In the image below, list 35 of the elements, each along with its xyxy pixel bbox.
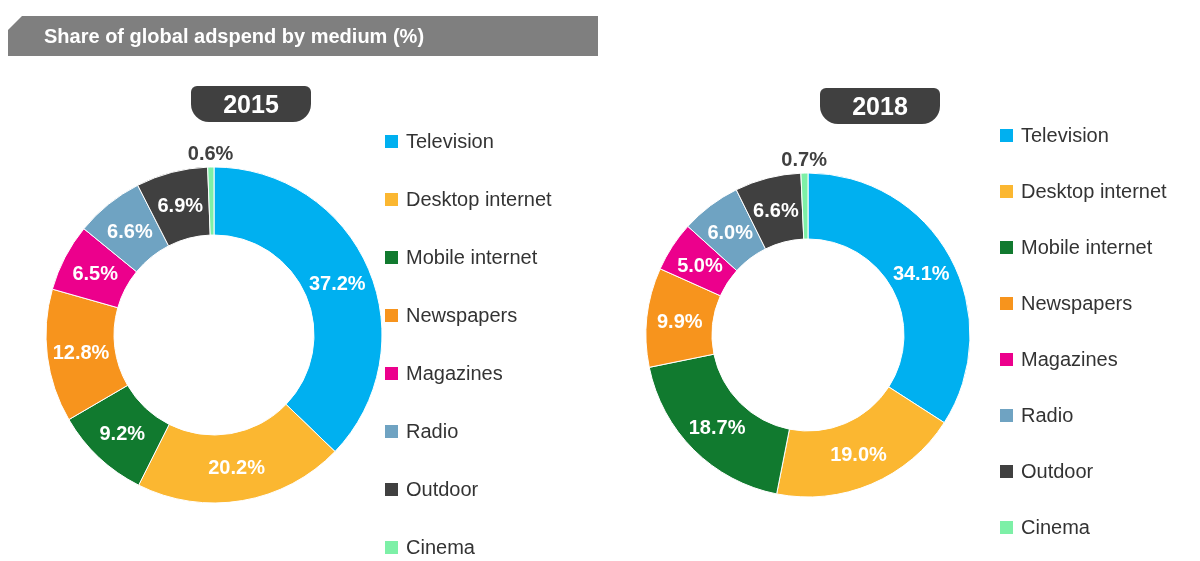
data-label: 0.6% (187, 142, 234, 165)
legend-label: Radio (406, 419, 459, 443)
chart-title: 2018 (820, 88, 940, 124)
legend-label: Desktop internet (1021, 179, 1167, 203)
data-label: 18.7% (688, 415, 746, 438)
legend-label: Television (1021, 123, 1109, 147)
legend-label: Newspapers (1021, 291, 1133, 315)
legend-label: Desktop internet (406, 187, 552, 211)
legend-label: Outdoor (1021, 459, 1094, 483)
data-label: 19.0% (830, 442, 888, 465)
legend-label: Newspapers (406, 303, 518, 327)
legend-label: Radio (1021, 403, 1074, 427)
legend-label: Mobile internet (1021, 235, 1153, 259)
legend-label: Mobile internet (406, 245, 538, 269)
data-label: 6.6% (107, 219, 153, 242)
legend-label: Television (406, 129, 494, 153)
data-label: 37.2% (308, 271, 366, 294)
legend-label: Magazines (1021, 347, 1118, 371)
legend-label: Magazines (406, 361, 503, 385)
data-label: 12.8% (52, 340, 110, 363)
data-label: 34.1% (892, 262, 950, 285)
data-label: 6.9% (157, 194, 204, 217)
data-label: 20.2% (208, 456, 266, 479)
chart-subtitle: 2015 (191, 86, 311, 122)
data-label: 6.0% (707, 221, 754, 244)
chart-title: Share of global adspend by medium (%) (8, 16, 598, 56)
legend-label: Cinema (1021, 515, 1090, 539)
data-label: 9.9% (656, 309, 703, 332)
data-label: 9.2% (99, 421, 146, 444)
data-label: 6.6% (753, 199, 799, 222)
data-label: 6.5% (72, 262, 119, 285)
data-label: 5.0% (677, 253, 723, 276)
legend-label: Outdoor (406, 477, 479, 501)
data-label: 0.7% (781, 148, 828, 171)
legend-label: Cinema (406, 535, 475, 559)
